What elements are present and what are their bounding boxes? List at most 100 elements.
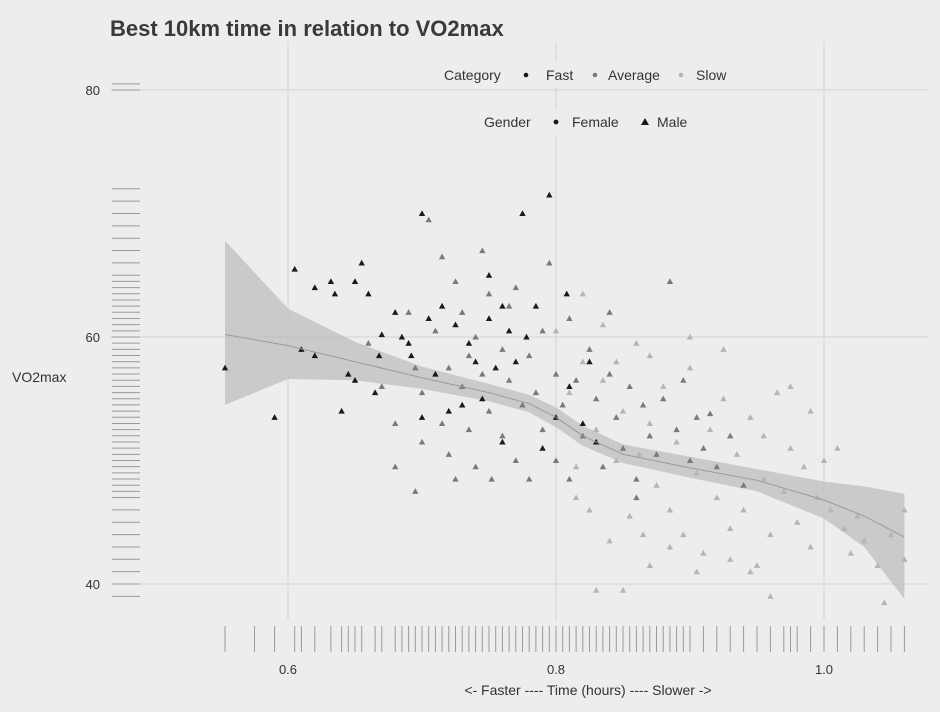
data-point-average (445, 451, 452, 457)
data-point-average (686, 457, 694, 464)
data-point-average (405, 309, 412, 315)
data-point-fast (499, 302, 506, 309)
data-point-average (619, 444, 627, 451)
data-point-fast (418, 414, 426, 420)
data-point-average (539, 426, 546, 433)
y-tick-label: 40 (86, 577, 100, 592)
data-point-fast (459, 401, 466, 408)
data-point-fast (392, 309, 399, 315)
data-point-slow (552, 327, 560, 334)
data-point-fast (351, 377, 359, 383)
data-point-average (488, 475, 495, 482)
data-point-slow (787, 444, 794, 451)
y-axis-title: VO2max (12, 369, 66, 385)
axes: 0.6 0.8 1.0 40 60 80 <- Faster ---- Time (hour… (12, 83, 833, 698)
data-point-slow (606, 537, 613, 544)
legend-gender-title: Gender (484, 114, 531, 130)
data-point-slow (901, 506, 908, 513)
data-point-fast (408, 352, 415, 359)
data-point-slow (827, 506, 834, 513)
data-point-slow (633, 339, 640, 346)
data-point-slow (626, 512, 633, 519)
data-point-slow (901, 556, 908, 562)
data-point-average (566, 475, 573, 482)
data-point-fast (365, 290, 372, 297)
data-point-slow (767, 531, 774, 538)
data-point-average (639, 401, 647, 408)
data-point-fast (465, 339, 473, 346)
data-point-fast (499, 438, 506, 445)
data-point-fast (398, 333, 406, 340)
data-point-fast (432, 370, 439, 377)
legend-category-title: Category (444, 67, 501, 83)
data-point-average (505, 377, 513, 383)
x-axis-title: <- Faster ---- Time (hours) ---- Slower … (464, 682, 711, 698)
data-point-fast (351, 278, 359, 284)
data-point-slow (720, 346, 727, 352)
data-point-fast (291, 265, 298, 272)
data-point-average (479, 247, 486, 254)
confidence-band-area (225, 240, 905, 599)
data-point-average (599, 463, 607, 470)
data-point-slow (639, 531, 647, 538)
data-point-fast (546, 191, 553, 198)
data-point-average (633, 475, 640, 482)
data-point-fast (579, 420, 586, 427)
data-point-slow (706, 426, 714, 433)
data-point-fast (311, 352, 318, 359)
data-point-fast (331, 290, 339, 297)
data-point-fast (472, 358, 479, 365)
data-point-slow (861, 537, 868, 544)
data-point-average (713, 463, 720, 470)
data-point-fast (378, 331, 385, 338)
data-point-average (512, 284, 519, 291)
data-point-slow (686, 333, 694, 340)
legend-key-fast (523, 72, 529, 78)
data-point-slow (807, 543, 814, 550)
data-point-average (392, 420, 399, 427)
data-point-average (512, 457, 519, 464)
data-point-slow (646, 562, 653, 569)
data-point-fast (418, 210, 426, 217)
data-point-average (378, 383, 385, 389)
data-point-slow (693, 469, 700, 476)
data-point-fast (425, 315, 432, 322)
data-point-fast (505, 327, 513, 334)
data-point-slow (635, 451, 643, 457)
data-point-average (472, 333, 479, 340)
data-point-slow (794, 519, 801, 525)
data-point-slow (740, 506, 747, 513)
x-tick-label: 0.6 (279, 662, 297, 677)
data-point-average (432, 327, 439, 334)
data-point-slow (599, 377, 607, 383)
legend-gender-box (476, 109, 696, 135)
data-point-slow (686, 364, 694, 371)
data-point-average (586, 346, 593, 352)
data-point-average (693, 414, 700, 420)
data-point-slow (613, 457, 620, 464)
chart-title: Best 10km time in relation to VO2max (110, 16, 504, 41)
data-point-slow (800, 463, 808, 470)
data-point-fast (586, 358, 593, 365)
x-tick-label: 1.0 (815, 662, 833, 677)
data-point-slow (566, 389, 573, 396)
data-point-average (452, 278, 459, 284)
data-point-fast (512, 358, 519, 365)
data-point-average (566, 315, 573, 322)
data-point-fast (311, 284, 318, 291)
legend-label-male: Male (657, 114, 688, 130)
data-point-average (485, 290, 493, 297)
data-point-slow (579, 290, 586, 297)
legend-label-slow: Slow (696, 67, 727, 83)
data-point-slow (653, 482, 660, 488)
data-point-average (539, 327, 546, 334)
data-point-slow (807, 407, 814, 414)
data-point-fast (358, 259, 365, 266)
x-tick-label: 0.8 (547, 662, 565, 677)
data-point-average (572, 377, 580, 383)
data-point-slow (773, 389, 781, 396)
data-point-average (646, 432, 653, 439)
data-point-fast (445, 407, 452, 414)
data-point-slow (572, 494, 580, 501)
data-point-average (465, 352, 473, 359)
